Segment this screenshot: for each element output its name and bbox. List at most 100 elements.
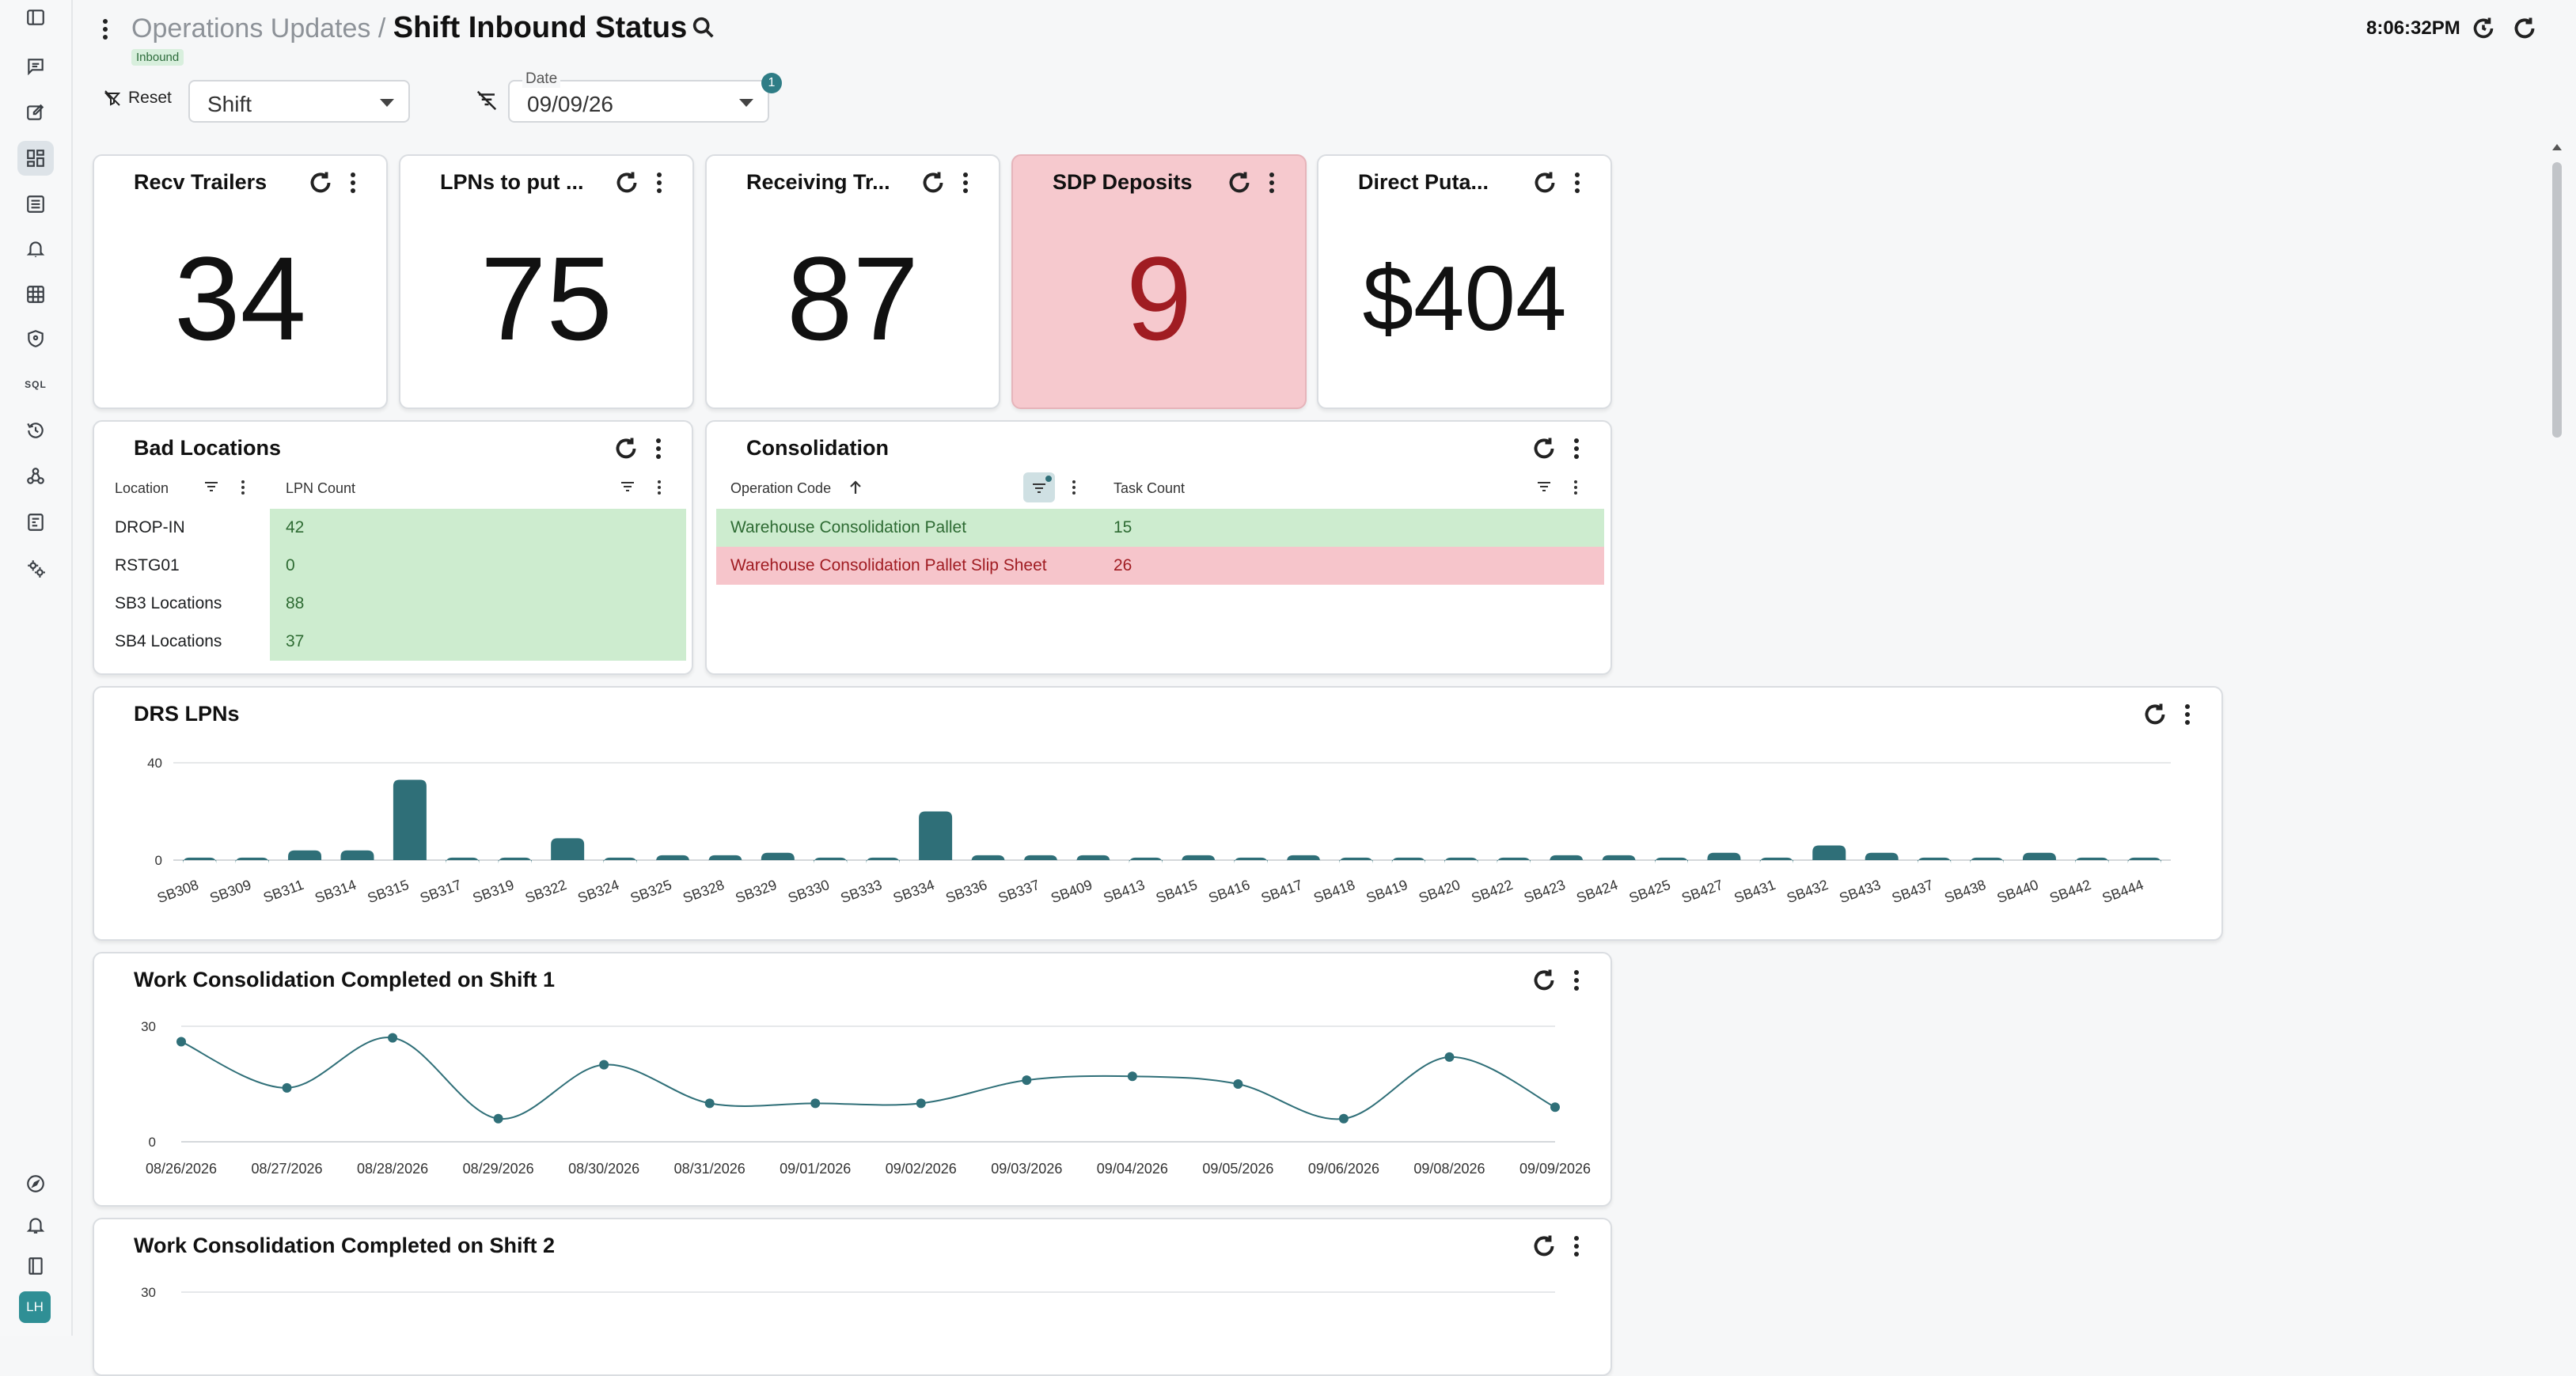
card-menu-icon[interactable] [341, 167, 365, 199]
x-tick-label: 08/30/2026 [568, 1161, 639, 1177]
chat-icon[interactable] [17, 49, 54, 84]
clear-filter-icon[interactable] [475, 89, 499, 112]
x-tick-label: SB314 [313, 877, 359, 906]
x-tick-label: 08/29/2026 [463, 1161, 534, 1177]
edit-icon[interactable] [17, 95, 54, 130]
column-menu-icon[interactable] [654, 480, 664, 495]
refresh-icon[interactable] [1225, 169, 1254, 197]
x-tick-label: SB420 [1417, 877, 1463, 906]
date-select[interactable]: Date 09/09/26 [508, 70, 769, 123]
shift-select[interactable]: Shift [188, 80, 410, 123]
bar [603, 857, 637, 864]
scroll-up-icon[interactable] [2551, 142, 2563, 152]
column-filter-icon[interactable] [1533, 477, 1555, 496]
data-point [1022, 1075, 1032, 1086]
compass-icon[interactable] [17, 1166, 54, 1201]
refresh-icon[interactable] [1530, 966, 1558, 995]
shield-icon[interactable] [17, 321, 54, 356]
card-menu-icon[interactable] [954, 167, 977, 199]
bar [1497, 857, 1531, 864]
bar [1444, 857, 1478, 864]
table-row[interactable]: DROP-IN 42 [104, 509, 686, 547]
x-tick-label: SB328 [681, 877, 727, 906]
notifications-icon[interactable] [17, 1207, 54, 1242]
active-filter-button[interactable] [1023, 472, 1055, 502]
scrollbar-thumb[interactable] [2552, 162, 2562, 438]
book-icon[interactable] [17, 1249, 54, 1283]
page-menu-icon[interactable] [93, 13, 117, 45]
bar [1076, 855, 1110, 862]
y-tick-label: 40 [147, 756, 162, 771]
cell-location: SB4 Locations [115, 632, 222, 650]
refresh-icon[interactable] [306, 169, 335, 197]
bar [235, 857, 269, 864]
refresh-icon[interactable] [1531, 169, 1559, 197]
card-menu-icon[interactable] [1565, 1230, 1588, 1262]
card-menu-icon[interactable] [1565, 167, 1589, 199]
card-menu-icon[interactable] [1565, 965, 1588, 996]
x-tick-label: 08/27/2026 [251, 1161, 322, 1177]
kpi-card-receiving-tr: Receiving Tr... 87 [705, 154, 1000, 409]
table-row[interactable]: SB3 Locations 88 [104, 585, 686, 623]
search-icon[interactable] [690, 14, 717, 41]
list-icon[interactable] [17, 187, 54, 222]
bar [1129, 857, 1163, 864]
sort-ascending-icon[interactable] [846, 477, 865, 498]
sql-icon[interactable]: SQL [25, 379, 47, 390]
card-menu-icon[interactable] [1260, 167, 1284, 199]
x-tick-label: SB330 [786, 877, 832, 906]
refresh-all-icon[interactable] [2510, 14, 2539, 43]
refresh-icon[interactable] [1530, 434, 1558, 463]
bar [1391, 857, 1425, 864]
settings-gears-icon[interactable] [17, 551, 54, 586]
history-icon[interactable] [17, 413, 54, 448]
bar [340, 850, 374, 860]
table-row[interactable]: Warehouse Consolidation Pallet 15 [716, 509, 1604, 547]
column-header-location[interactable]: Location [115, 480, 169, 496]
column-menu-icon[interactable] [1069, 480, 1079, 495]
column-header-lpn-count[interactable]: LPN Count [286, 480, 356, 496]
breadcrumb-parent[interactable]: Operations Updates / [131, 13, 386, 44]
auto-refresh-icon[interactable] [2469, 14, 2498, 43]
refresh-icon[interactable] [919, 169, 947, 197]
kpi-card-recv-trailers: Recv Trailers 34 [93, 154, 388, 409]
data-point [493, 1113, 503, 1124]
card-menu-icon[interactable] [647, 167, 671, 199]
x-tick-label: SB309 [207, 877, 253, 906]
table-row[interactable]: RSTG01 0 [104, 547, 686, 585]
filter-active-dot [1045, 476, 1052, 482]
table-row[interactable]: SB4 Locations 37 [104, 623, 686, 661]
column-menu-icon[interactable] [1571, 480, 1580, 495]
kpi-title: LPNs to put ... [440, 170, 584, 194]
column-header-operation-code[interactable]: Operation Code [730, 480, 832, 496]
cell-task-count: 15 [1113, 518, 1132, 536]
x-tick-label: 09/08/2026 [1413, 1161, 1485, 1177]
avatar[interactable]: LH [19, 1291, 51, 1323]
table-row[interactable]: Warehouse Consolidation Pallet Slip Shee… [716, 547, 1604, 585]
card-menu-icon[interactable] [647, 433, 670, 464]
alert-bell-icon[interactable] [17, 231, 54, 266]
refresh-icon[interactable] [2141, 700, 2169, 729]
x-tick-label: SB409 [1049, 877, 1095, 906]
card-menu-icon[interactable] [1565, 433, 1588, 464]
refresh-icon[interactable] [1530, 1232, 1558, 1260]
refresh-icon[interactable] [612, 434, 640, 463]
data-point [1444, 1052, 1455, 1062]
data-point [1338, 1113, 1349, 1124]
column-menu-icon[interactable] [238, 480, 248, 495]
webhook-icon[interactable] [17, 459, 54, 494]
refresh-icon[interactable] [613, 169, 641, 197]
column-filter-icon[interactable] [616, 477, 639, 496]
column-filter-icon[interactable] [200, 477, 222, 496]
report-icon[interactable] [17, 505, 54, 540]
dashboard-icon[interactable] [17, 141, 54, 176]
bar [2127, 857, 2161, 864]
bar [866, 857, 900, 864]
filter-off-icon [104, 90, 121, 106]
column-header-task-count[interactable]: Task Count [1113, 480, 1186, 496]
grid-icon[interactable] [17, 277, 54, 312]
card-menu-icon[interactable] [2176, 699, 2199, 730]
toggle-sidebar-icon[interactable] [17, 0, 54, 35]
reset-button[interactable]: Reset [103, 89, 172, 108]
